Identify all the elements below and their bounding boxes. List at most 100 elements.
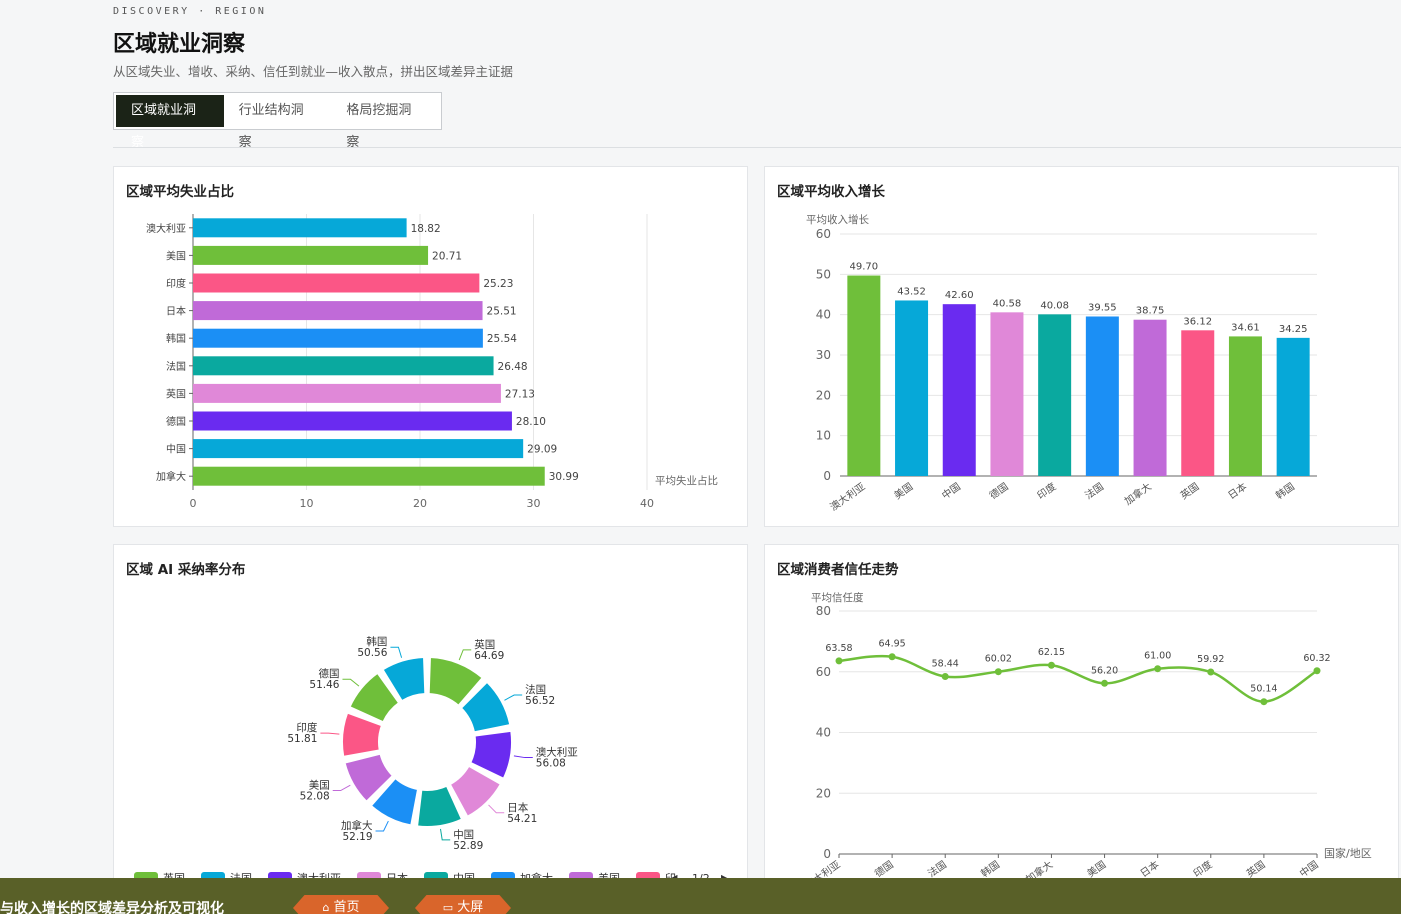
bar xyxy=(990,312,1024,476)
value-label: 28.10 xyxy=(516,416,546,428)
bar xyxy=(895,300,929,476)
tab-bar: 区域就业洞察 行业结构洞察 格局挖掘洞察 xyxy=(113,92,442,150)
home-icon: ⌂ xyxy=(322,901,330,914)
category-label: 日本 xyxy=(1225,480,1249,502)
donut-slice xyxy=(348,671,401,724)
y-tick-label: 80 xyxy=(816,604,831,618)
line-point xyxy=(941,672,949,680)
slice-label: 日本 xyxy=(507,801,528,814)
label-leader-line xyxy=(390,646,403,658)
category-label: 法国 xyxy=(925,858,949,880)
y-tick-label: 0 xyxy=(823,847,831,861)
label-leader-line xyxy=(504,694,523,701)
bar xyxy=(193,411,512,431)
donut-slice xyxy=(427,656,484,707)
slice-value-label: 52.89 xyxy=(453,840,483,852)
legend-label: 美国 xyxy=(598,872,620,884)
home-button[interactable]: ⌂ 首页 xyxy=(293,895,389,914)
tab-industry-structure[interactable]: 行业结构洞察 xyxy=(238,103,304,150)
category-label: 法国 xyxy=(166,360,186,373)
y-tick-label: 20 xyxy=(816,388,831,402)
value-label: 50.14 xyxy=(1250,684,1277,695)
value-label: 39.55 xyxy=(1088,302,1117,313)
big-screen-button[interactable]: ▭ 大屏 xyxy=(415,895,511,914)
y-axis-title: 平均收入增长 xyxy=(806,213,869,226)
slice-value-label: 64.69 xyxy=(474,650,504,662)
donut-slice xyxy=(381,656,427,703)
value-label: 61.00 xyxy=(1144,651,1171,662)
category-label: 中国 xyxy=(166,443,186,456)
label-leader-line xyxy=(488,804,505,814)
legend-next-icon: ▶ xyxy=(721,872,730,884)
legend-page-indicator: 1/2 xyxy=(692,872,710,884)
category-label: 中国 xyxy=(1297,858,1321,880)
value-label: 63.58 xyxy=(825,643,852,654)
category-label: 澳大利亚 xyxy=(827,480,867,514)
label-leader-line xyxy=(342,678,360,687)
value-label: 34.61 xyxy=(1231,322,1260,333)
category-label: 英国 xyxy=(166,387,186,400)
slice-value-label: 56.52 xyxy=(525,695,555,707)
bar xyxy=(193,466,545,486)
slice-label: 印度 xyxy=(296,721,317,734)
category-label: 美国 xyxy=(166,249,186,262)
y-tick-label: 40 xyxy=(816,308,831,322)
bar xyxy=(193,439,524,459)
y-tick-label: 10 xyxy=(816,429,831,443)
label-leader-line xyxy=(320,732,340,735)
label-leader-line xyxy=(375,820,389,832)
value-label: 43.52 xyxy=(897,286,926,297)
page-kicker: DISCOVERY · REGION xyxy=(113,6,267,17)
page-title: 区域就业洞察 xyxy=(113,32,246,57)
y-tick-label: 60 xyxy=(816,665,831,679)
line-point xyxy=(1313,667,1321,675)
category-label: 加拿大 xyxy=(1122,480,1154,508)
category-label: 英国 xyxy=(1244,858,1268,880)
unemployment-card: 区域平均失业占比 0 10 20 30 40 平均失业占比 澳大利亚 18.82 美国 20.71… xyxy=(113,166,748,527)
value-label: 60.32 xyxy=(1303,653,1330,664)
bar xyxy=(1228,336,1262,476)
line-point xyxy=(888,653,896,661)
slice-value-label: 51.81 xyxy=(287,733,317,745)
unemployment-chart-title: 区域平均失业占比 xyxy=(126,184,234,200)
category-label: 德国 xyxy=(987,480,1011,502)
tab-pattern-mining[interactable]: 格局挖掘洞察 xyxy=(346,103,412,150)
value-label: 60.02 xyxy=(985,654,1012,665)
donut-slice xyxy=(448,764,502,818)
footer-bar: 业与收入增长的区域差异分析及可视化 ⌂ 首页 ▭ 大屏 xyxy=(0,878,1401,914)
line-point xyxy=(1260,698,1268,706)
category-label: 加拿大 xyxy=(156,470,186,483)
category-label: 法国 xyxy=(1082,480,1106,502)
line-point xyxy=(1154,665,1162,673)
slice-value-label: 56.08 xyxy=(536,758,566,770)
donut-slice xyxy=(369,777,420,827)
value-label: 42.60 xyxy=(945,290,974,301)
value-label: 30.99 xyxy=(549,471,579,483)
tab-region-employment[interactable]: 区域就业洞察 xyxy=(116,95,224,150)
category-label: 日本 xyxy=(1138,858,1162,880)
legend-prev-icon: ◀ xyxy=(669,872,678,884)
slice-label: 加拿大 xyxy=(341,819,373,832)
value-label: 26.48 xyxy=(498,361,528,373)
ai-adoption-card: 区域 AI 采纳率分布 英国 64.69 法国 56.52 澳大利亚 56.08 日本 54.… xyxy=(113,544,748,884)
line-point xyxy=(1207,668,1215,676)
bar xyxy=(193,218,407,238)
value-label: 40.58 xyxy=(993,298,1022,309)
footer-title: 业与收入增长的区域差异分析及可视化 xyxy=(0,901,224,914)
consumer-trust-chart: 平均信任度国家/地区02040608063.58澳大利亚64.95德国58.44… xyxy=(802,591,1371,883)
x-tick-label: 10 xyxy=(300,497,314,510)
label-leader-line xyxy=(458,649,472,661)
slice-label: 德国 xyxy=(318,667,339,680)
y-tick-label: 50 xyxy=(816,267,831,281)
bar xyxy=(1085,316,1119,476)
value-label: 59.92 xyxy=(1197,654,1224,665)
line-point xyxy=(1101,679,1109,687)
income-growth-chart: 平均收入增长 0 10 20 30 40 50 60 49.70 澳大利亚 43.52 美国 42.60… xyxy=(806,213,1317,514)
value-label: 49.70 xyxy=(850,262,879,273)
line-point xyxy=(835,657,843,665)
value-label: 58.44 xyxy=(932,658,959,669)
category-label: 德国 xyxy=(872,858,896,880)
donut-slice xyxy=(343,752,394,803)
trust-line xyxy=(838,654,1318,703)
category-label: 英国 xyxy=(1178,480,1202,502)
